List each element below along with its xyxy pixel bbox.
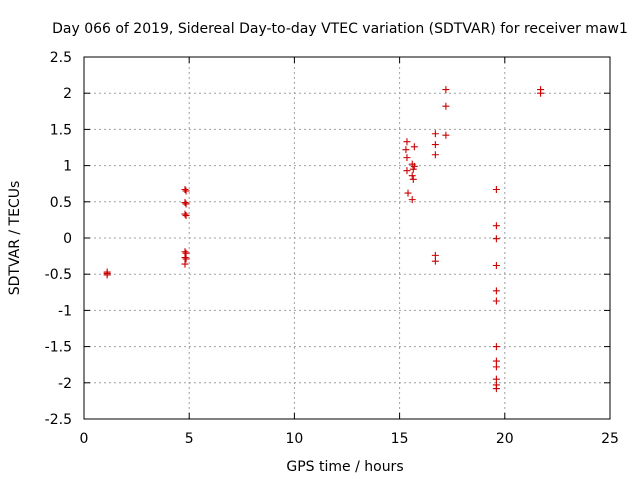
- y-tick-label: -1: [58, 303, 72, 319]
- plot-area-border: [83, 56, 611, 420]
- y-tick-label: -2: [58, 376, 72, 392]
- x-axis-label: GPS time / hours: [286, 459, 403, 475]
- data-point: [410, 162, 418, 170]
- data-point: [409, 175, 417, 183]
- data-point: [403, 167, 411, 175]
- data-point: [431, 257, 439, 265]
- data-point: [442, 102, 450, 110]
- data-point: [181, 254, 189, 262]
- data-point: [492, 287, 500, 295]
- data-point: [492, 222, 500, 230]
- y-tick-labels: -2.5 -2 -1.5 -1 -0.5 0 0.5 1 1.5 2 2.5: [45, 50, 72, 428]
- data-point: [181, 199, 189, 207]
- x-tick-label: 15: [391, 431, 409, 447]
- y-tick-label: -0.5: [45, 267, 72, 283]
- data-point: [492, 185, 500, 193]
- x-tick-label: 10: [285, 431, 303, 447]
- y-tick-label: 1.5: [50, 122, 72, 138]
- y-tick-label: 2: [63, 86, 72, 102]
- data-point: [431, 130, 439, 138]
- data-point: [442, 131, 450, 139]
- data-point: [182, 255, 190, 263]
- data-point: [408, 172, 416, 180]
- data-point: [182, 212, 190, 220]
- data-point: [537, 89, 545, 97]
- data-point: [181, 185, 189, 193]
- data-point: [492, 363, 500, 371]
- data-point: [181, 210, 189, 218]
- data-points: [103, 86, 545, 393]
- y-tick-label: 0.5: [50, 195, 72, 211]
- x-tick-label: 0: [80, 431, 89, 447]
- y-tick-label: -1.5: [45, 340, 72, 356]
- x-tick-label: 20: [496, 431, 514, 447]
- data-point: [442, 86, 450, 94]
- data-point: [182, 187, 190, 195]
- grid-lines: [84, 57, 610, 419]
- data-point: [408, 196, 416, 204]
- data-point: [403, 154, 411, 162]
- data-point: [492, 385, 500, 393]
- y-tick-label: 1: [63, 159, 72, 175]
- data-point: [409, 165, 417, 173]
- data-point: [403, 138, 411, 146]
- data-point: [181, 260, 189, 268]
- data-point: [431, 141, 439, 149]
- data-point: [492, 297, 500, 305]
- data-point: [431, 151, 439, 159]
- x-tick-label: 5: [185, 431, 194, 447]
- data-point: [492, 262, 500, 270]
- data-point: [402, 146, 410, 154]
- chart-title: Day 066 of 2019, Sidereal Day-to-day VTE…: [52, 21, 628, 37]
- data-point: [410, 143, 418, 151]
- x-tick-labels: 0 5 10 15 20 25: [80, 431, 619, 447]
- data-point: [492, 343, 500, 351]
- data-point: [103, 271, 111, 279]
- y-tick-label: 2.5: [50, 50, 72, 66]
- data-point: [492, 235, 500, 243]
- data-point: [182, 200, 190, 208]
- data-point: [404, 189, 412, 197]
- x-tick-label: 25: [601, 431, 619, 447]
- y-tick-label: 0: [63, 231, 72, 247]
- y-tick-label: -2.5: [45, 412, 72, 428]
- y-axis-label: SDTVAR / TECUs: [7, 181, 23, 296]
